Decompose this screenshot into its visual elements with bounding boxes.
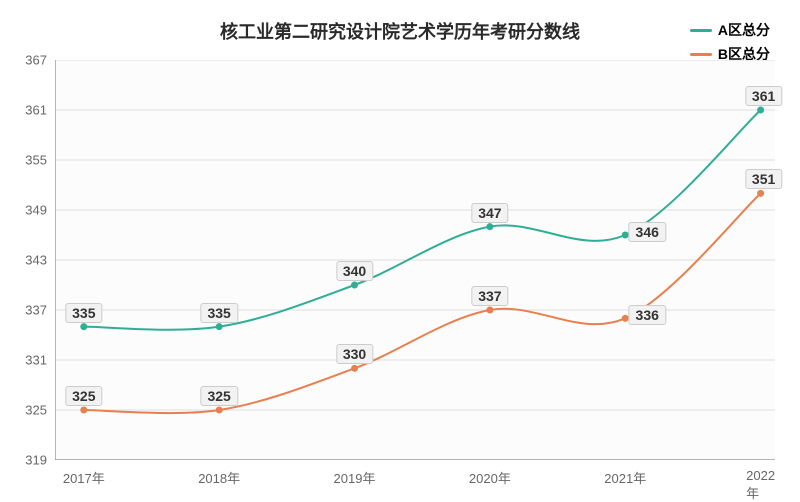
data-label: 351 bbox=[745, 169, 782, 189]
data-point bbox=[757, 190, 764, 197]
data-point bbox=[351, 365, 358, 372]
data-label: 335 bbox=[200, 303, 237, 323]
y-axis-tick-label: 331 bbox=[25, 353, 55, 368]
data-point bbox=[216, 323, 223, 330]
data-point bbox=[216, 407, 223, 414]
y-axis-tick-label: 361 bbox=[25, 103, 55, 118]
x-axis-tick-label: 2021年 bbox=[604, 460, 646, 487]
data-label: 335 bbox=[65, 303, 102, 323]
data-label: 336 bbox=[629, 305, 666, 325]
x-axis-tick-label: 2022年 bbox=[746, 460, 775, 502]
x-axis-tick-label: 2017年 bbox=[63, 460, 105, 487]
y-axis-tick-label: 367 bbox=[25, 53, 55, 68]
x-axis-tick-label: 2018年 bbox=[198, 460, 240, 487]
data-point bbox=[486, 223, 493, 230]
data-point bbox=[757, 107, 764, 114]
y-axis-tick-label: 349 bbox=[25, 203, 55, 218]
data-point bbox=[486, 307, 493, 314]
y-axis-tick-label: 355 bbox=[25, 153, 55, 168]
data-label: 346 bbox=[629, 222, 666, 242]
data-label: 325 bbox=[65, 386, 102, 406]
data-label: 361 bbox=[745, 86, 782, 106]
legend-swatch bbox=[690, 29, 712, 32]
data-label: 347 bbox=[471, 203, 508, 223]
data-point bbox=[80, 407, 87, 414]
plot-area: 3193253313373433493553613672017年2018年201… bbox=[55, 60, 775, 460]
data-label: 337 bbox=[471, 286, 508, 306]
data-label: 325 bbox=[200, 386, 237, 406]
y-axis-tick-label: 319 bbox=[25, 453, 55, 468]
data-point bbox=[351, 282, 358, 289]
legend-item: A区总分 bbox=[690, 20, 770, 40]
legend-swatch bbox=[690, 53, 712, 56]
chart-svg bbox=[55, 60, 775, 460]
y-axis-tick-label: 337 bbox=[25, 303, 55, 318]
chart-title: 核工业第二研究设计院艺术学历年考研分数线 bbox=[220, 18, 580, 44]
data-point bbox=[80, 323, 87, 330]
x-axis-tick-label: 2019年 bbox=[334, 460, 376, 487]
y-axis-tick-label: 325 bbox=[25, 403, 55, 418]
data-label: 330 bbox=[336, 344, 373, 364]
legend-label: A区总分 bbox=[718, 20, 770, 40]
data-label: 340 bbox=[336, 261, 373, 281]
x-axis-tick-label: 2020年 bbox=[469, 460, 511, 487]
y-axis-tick-label: 343 bbox=[25, 253, 55, 268]
chart-container: 核工业第二研究设计院艺术学历年考研分数线 A区总分B区总分 3193253313… bbox=[0, 0, 800, 500]
